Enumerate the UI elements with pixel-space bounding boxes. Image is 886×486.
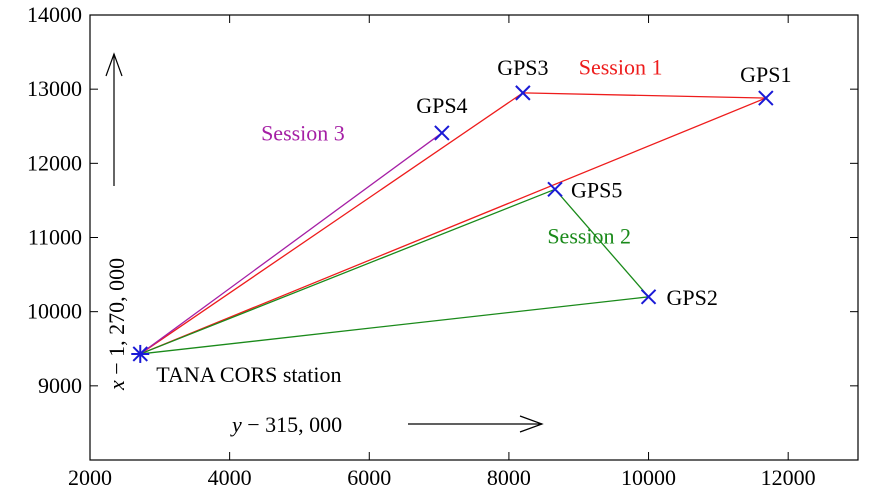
y-axis-arrow [105, 52, 123, 186]
x-tick-label: 6000 [347, 465, 391, 486]
x-tick-label: 4000 [208, 465, 252, 486]
axis-ticks: 2000 4000 6000 8000 10000 12000 9000 10000 11000… [27, 2, 858, 486]
y-axis-label-var: x [104, 380, 129, 391]
marker-stroke [515, 85, 531, 101]
x-axis-label-rest: − 315, 000 [242, 412, 342, 437]
gps2-marker [640, 289, 657, 305]
y-tick-label: 12000 [27, 150, 82, 175]
tana-cors-label: TANA CORS station [156, 362, 341, 387]
gps1-marker [758, 90, 774, 106]
marker-stroke [547, 181, 563, 197]
session-labels: Session 1 Session 2 Session 3 [261, 54, 662, 248]
station-markers [131, 85, 774, 363]
y-axis-label-rest: − 1, 270, 000 [104, 258, 129, 380]
session-1-line [139, 92, 524, 355]
session-3-line [139, 132, 443, 355]
tana-cors-marker [131, 344, 150, 363]
x-tick-label: 8000 [487, 465, 531, 486]
session-3-label: Session 3 [261, 120, 345, 145]
gps1-label: GPS1 [740, 62, 791, 87]
session-1-label: Session 1 [579, 54, 663, 79]
x-axis-label-var: y [230, 412, 242, 437]
gps3-label: GPS3 [497, 55, 548, 80]
station-labels: TANA CORS station GPS1 GPS2 GPS3 GPS4 GPS5 [156, 55, 791, 387]
x-tick-label: 10000 [621, 465, 676, 486]
y-tick-label: 14000 [27, 2, 82, 27]
session-2-line [554, 188, 650, 298]
session-1-line [522, 92, 766, 99]
y-tick-label: 9000 [38, 373, 82, 398]
session-2-line [140, 296, 649, 355]
session-2-label: Session 2 [547, 223, 631, 248]
x-tick-label: 2000 [68, 465, 112, 486]
session-lines [139, 92, 767, 355]
gps4-marker [434, 125, 450, 141]
gps2-label: GPS2 [667, 285, 718, 310]
y-axis-label: x − 1, 270, 000 [104, 258, 129, 391]
x-tick-label: 12000 [761, 465, 816, 486]
marker-stroke [434, 125, 450, 141]
gps4-label: GPS4 [416, 93, 467, 118]
gps5-label: GPS5 [571, 177, 622, 202]
session-2-line [140, 188, 556, 355]
x-axis-label: y − 315, 000 [230, 412, 342, 437]
session-1-line [140, 97, 767, 355]
x-axis-arrow [408, 415, 544, 433]
gps3-marker [515, 85, 531, 101]
marker-stroke [640, 289, 657, 305]
marker-stroke [758, 90, 774, 106]
gps5-marker [547, 181, 563, 197]
y-tick-label: 10000 [27, 299, 82, 324]
y-tick-label: 11000 [28, 225, 82, 250]
y-tick-label: 13000 [27, 76, 82, 101]
